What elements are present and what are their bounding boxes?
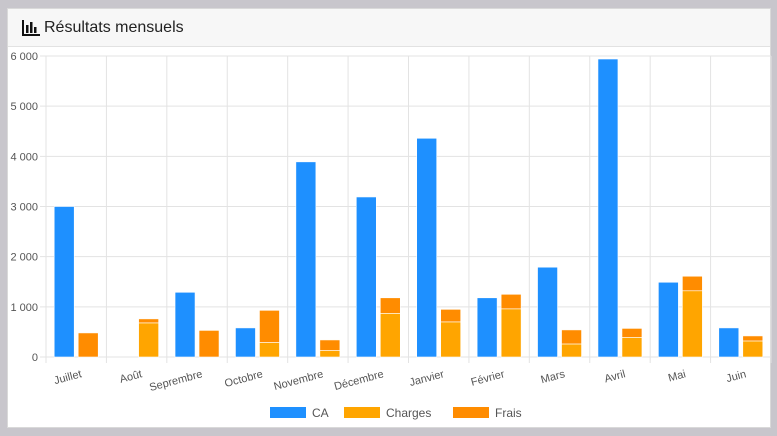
bar-ca[interactable] — [537, 266, 558, 358]
x-tick-label: Avril — [603, 368, 627, 385]
legend-item-charges[interactable]: Charges — [344, 406, 431, 420]
legend-label: Frais — [495, 406, 522, 420]
bar-ca[interactable] — [235, 327, 256, 358]
legend-swatch — [270, 407, 306, 418]
bar-charges[interactable] — [138, 322, 159, 358]
card-header: Résultats mensuels — [8, 9, 770, 47]
bar-charges[interactable] — [742, 340, 764, 358]
bar-frais[interactable] — [440, 309, 462, 323]
bar-charges[interactable] — [319, 350, 341, 358]
legend-label: CA — [312, 406, 329, 420]
y-tick-label: 0 — [32, 352, 38, 364]
bar-frais[interactable] — [682, 275, 703, 292]
bar-chart-icon — [22, 19, 40, 36]
legend-item-frais[interactable]: Frais — [453, 406, 522, 420]
x-tick-label: Décembre — [333, 368, 385, 393]
bar-ca[interactable] — [355, 196, 377, 358]
bar-charges[interactable] — [259, 342, 280, 358]
bar-charges[interactable] — [682, 290, 703, 358]
bar-frais[interactable] — [561, 329, 582, 345]
y-tick-label: 3 000 — [10, 202, 38, 214]
x-tick-label: Octobre — [223, 368, 264, 390]
x-tick-label: Seprembre — [148, 368, 204, 394]
x-tick-label: Janvier — [408, 368, 446, 389]
legend-swatch — [453, 407, 489, 418]
bar-charges[interactable] — [621, 337, 643, 358]
y-tick-label: 2 000 — [10, 252, 38, 264]
chart-grid — [40, 55, 772, 363]
x-tick-label: Mai — [667, 368, 687, 384]
bar-frais[interactable] — [77, 332, 99, 358]
bar-charges[interactable] — [561, 343, 582, 358]
bar-ca[interactable] — [658, 281, 679, 358]
bar-frais[interactable] — [259, 310, 280, 343]
bar-charges[interactable] — [440, 321, 462, 358]
y-tick-label: 1 000 — [10, 302, 38, 314]
bar-frais[interactable] — [138, 318, 159, 324]
bar-frais[interactable] — [500, 293, 522, 310]
bar-frais[interactable] — [742, 335, 764, 342]
legend-swatch — [344, 407, 380, 418]
x-tick-label: Mars — [540, 368, 567, 386]
chart-legend: CA Charges Frais — [270, 406, 522, 420]
x-tick-label: Novembre — [273, 368, 325, 393]
bar-frais[interactable] — [379, 297, 401, 314]
bar-charges[interactable] — [500, 308, 522, 358]
bar-ca[interactable] — [174, 291, 196, 358]
legend-label: Charges — [386, 406, 431, 420]
y-tick-label: 6 000 — [10, 51, 38, 63]
bar-ca[interactable] — [416, 137, 438, 358]
bar-frais[interactable] — [198, 330, 220, 358]
y-tick-label: 4 000 — [10, 151, 38, 163]
bar-ca[interactable] — [53, 206, 75, 358]
x-tick-label: Juin — [725, 368, 748, 385]
bar-ca[interactable] — [476, 297, 498, 358]
bar-ca[interactable] — [295, 161, 317, 358]
bar-frais[interactable] — [319, 339, 341, 351]
x-tick-label: Février — [470, 368, 506, 389]
bar-frais[interactable] — [621, 328, 643, 338]
x-tick-label: Août — [118, 368, 143, 385]
bar-ca[interactable] — [597, 58, 619, 358]
bar-ca[interactable] — [718, 327, 740, 358]
legend-item-ca[interactable]: CA — [270, 406, 329, 420]
results-card: Résultats mensuels — [7, 8, 771, 428]
bar-charges[interactable] — [379, 313, 401, 358]
x-tick-label: Juillet — [53, 368, 83, 387]
y-tick-label: 5 000 — [10, 101, 38, 113]
card-title: Résultats mensuels — [44, 18, 184, 36]
chart-bars — [53, 58, 764, 358]
